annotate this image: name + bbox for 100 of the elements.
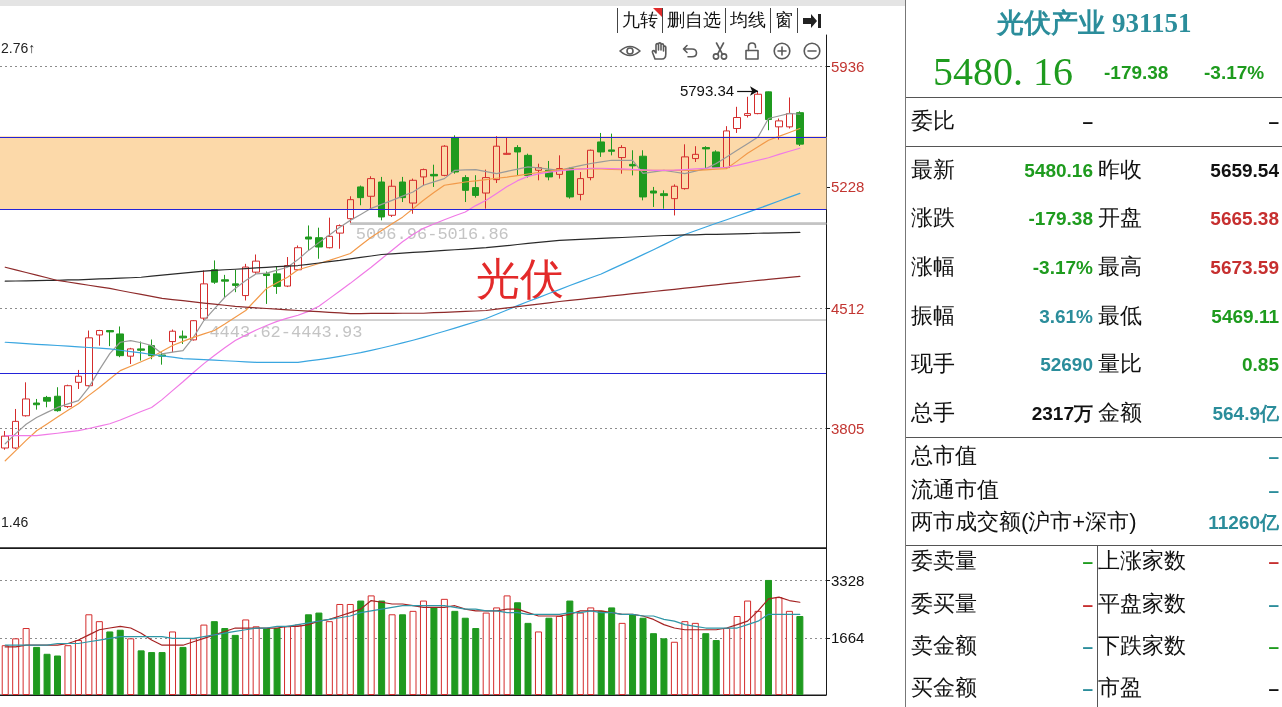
text: 委卖量 [911, 548, 977, 574]
bar [409, 610, 417, 695]
text: 量比 [1098, 351, 1142, 377]
bar [106, 631, 114, 695]
candlestick [211, 259, 218, 285]
candlestick [723, 125, 730, 170]
text: 买金额 [911, 675, 977, 701]
bar [587, 607, 595, 695]
bar [12, 638, 20, 695]
line-series [4, 605, 801, 646]
candlestick [535, 163, 542, 181]
candlestick [12, 408, 19, 450]
text: 52690 [1040, 352, 1093, 376]
candlestick [681, 143, 689, 191]
text: 均线 [725, 8, 770, 33]
text: 窗 [770, 8, 797, 33]
candlestick [252, 253, 260, 275]
bar [388, 614, 396, 695]
text: – [1268, 444, 1279, 468]
text: 现手 [911, 351, 955, 377]
text: 下跌家数 [1098, 633, 1186, 659]
annotation: 1.46 [1, 514, 29, 530]
candlestick [587, 149, 594, 181]
bar [127, 638, 135, 695]
bar [179, 646, 187, 695]
text: 涨幅 [911, 254, 955, 280]
candlestick [294, 245, 302, 271]
text: 2317万 [1031, 401, 1093, 425]
text: 两市成交额(沪市+深市) [911, 509, 1137, 535]
text: 振幅 [911, 303, 955, 329]
text: 卖金额 [911, 633, 977, 659]
candlestick [650, 186, 657, 208]
candlestick [399, 176, 406, 203]
candlestick [639, 149, 647, 201]
candlestick [671, 183, 678, 216]
annotation: 2.76↑ [1, 40, 36, 56]
text: 上涨家数 [1098, 548, 1186, 574]
text: 总市值 [911, 443, 977, 469]
text: 金额 [1098, 400, 1142, 426]
bar [754, 610, 762, 695]
bar [461, 617, 469, 695]
text: 564.9亿 [1212, 401, 1279, 425]
bar [618, 622, 626, 695]
text: 11260亿 [1208, 510, 1279, 534]
candlestick [75, 369, 82, 390]
bar [576, 612, 584, 695]
bar [608, 607, 616, 695]
bar [744, 600, 752, 695]
text: – [1082, 592, 1093, 616]
candlestick [284, 256, 291, 288]
bar [304, 614, 312, 695]
text: – [1268, 478, 1279, 502]
bar [148, 652, 156, 695]
bar [221, 628, 229, 695]
text: 最高 [1098, 254, 1142, 280]
bar [263, 628, 271, 695]
text: 总手 [911, 400, 955, 426]
text: – [1082, 676, 1093, 700]
text: – [1268, 109, 1279, 133]
y-tick-label: 1664 [831, 629, 865, 647]
text: 5673.59 [1210, 255, 1279, 279]
text: 5480.16 [1024, 158, 1093, 182]
bar [702, 633, 710, 695]
bar [493, 607, 501, 695]
bar [712, 640, 720, 695]
bar [764, 579, 772, 695]
bar [336, 603, 344, 695]
candlestick [660, 189, 668, 210]
y-tick-label: 5228 [831, 178, 865, 196]
text: – [1268, 634, 1279, 658]
candlestick [127, 347, 134, 365]
bar [796, 616, 804, 695]
text: 开盘 [1098, 205, 1142, 231]
bar [399, 614, 407, 695]
text: 5659.54 [1210, 158, 1279, 182]
candlestick [64, 384, 72, 409]
bar [43, 653, 51, 695]
candlestick [367, 175, 375, 211]
candlestick [692, 145, 699, 163]
candlestick [106, 329, 114, 347]
candlestick [577, 171, 584, 201]
bar [252, 626, 260, 695]
candlestick [493, 135, 500, 184]
candlestick [347, 195, 354, 224]
bar [284, 626, 292, 695]
bar [85, 614, 93, 695]
bar [440, 598, 448, 695]
candlestick [451, 134, 459, 175]
candlestick [96, 329, 103, 347]
candlestick [420, 168, 427, 186]
text: 0.85 [1242, 352, 1279, 376]
y-tick-label: 3805 [831, 419, 865, 437]
candlestick [608, 133, 615, 156]
bar [346, 603, 354, 695]
candlestick [482, 169, 490, 210]
bar [22, 628, 30, 695]
text: 涨跌 [911, 205, 955, 231]
bar [325, 621, 333, 695]
bar [210, 621, 218, 695]
text: 九转 [617, 8, 662, 33]
